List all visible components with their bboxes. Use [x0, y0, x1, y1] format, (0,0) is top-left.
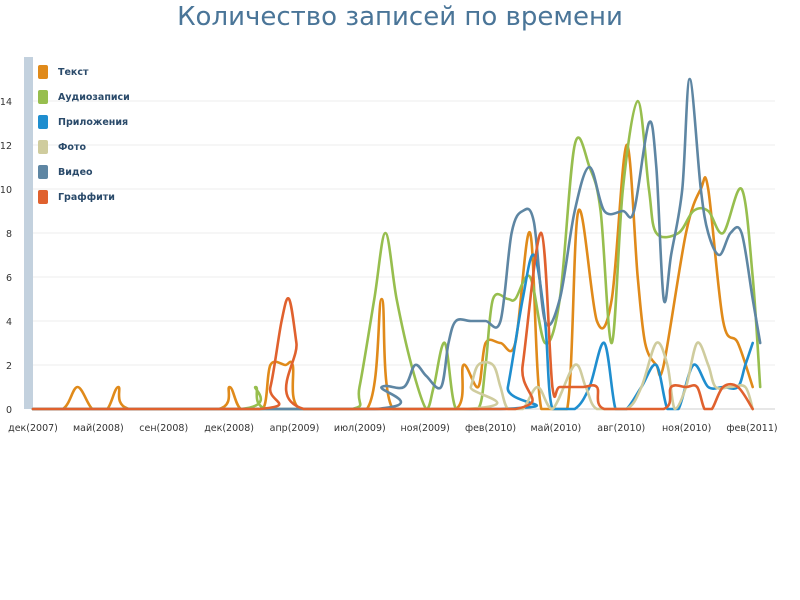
x-tick-label: фев(2010): [465, 423, 516, 434]
legend-item-5[interactable]: Видео: [38, 165, 93, 179]
legend-swatch: [38, 65, 48, 79]
legend-item-6[interactable]: Граффити: [38, 190, 115, 204]
legend-label: Аудиозаписи: [58, 92, 130, 103]
series-line-3: [31, 253, 754, 411]
legend-swatch: [38, 115, 48, 129]
y-tick-label: 6: [6, 273, 12, 284]
y-tick-label: 2: [6, 361, 12, 372]
legend-item-2[interactable]: Аудиозаписи: [38, 90, 130, 104]
y-axis-strip: [24, 57, 33, 409]
x-tick-label: май(2008): [73, 423, 124, 434]
y-tick-label: 8: [6, 229, 12, 240]
x-tick-label: дек(2008): [204, 423, 254, 434]
x-tick-label: ноя(2010): [662, 423, 711, 434]
x-tick-label: июл(2009): [334, 423, 386, 434]
series-line-5: [31, 77, 762, 411]
x-tick-label: ноя(2009): [401, 423, 450, 434]
legend-item-3[interactable]: Приложения: [38, 115, 128, 129]
series-line-2: [31, 99, 762, 411]
y-tick-label: 0: [6, 405, 12, 416]
legend-swatch: [38, 90, 48, 104]
y-tick-label: 4: [6, 317, 12, 328]
x-tick-label: сен(2008): [139, 423, 188, 434]
x-tick-label: авг(2010): [597, 423, 645, 434]
x-tick-label: дек(2007): [8, 423, 58, 434]
chart-title: Количество записей по времени: [177, 2, 623, 32]
y-tick-label: 14: [0, 97, 12, 108]
legend-swatch: [38, 165, 48, 179]
series-line-6: [31, 231, 754, 411]
legend-label: Текст: [58, 67, 89, 78]
legend-label: Граффити: [58, 192, 115, 203]
y-tick-label: 10: [0, 185, 12, 196]
y-tick-label: 12: [0, 141, 12, 152]
x-tick-label: май(2010): [531, 423, 582, 434]
legend-label: Приложения: [58, 117, 128, 128]
legend-swatch: [38, 140, 48, 154]
legend-item-1[interactable]: Текст: [38, 65, 89, 79]
legend-item-4[interactable]: Фото: [38, 140, 86, 154]
legend-swatch: [38, 190, 48, 204]
x-tick-label: апр(2009): [270, 423, 320, 434]
legend-label: Видео: [58, 167, 93, 178]
x-tick-label: фев(2011): [726, 423, 777, 434]
legend-label: Фото: [58, 142, 86, 153]
series-line-4: [31, 341, 754, 411]
